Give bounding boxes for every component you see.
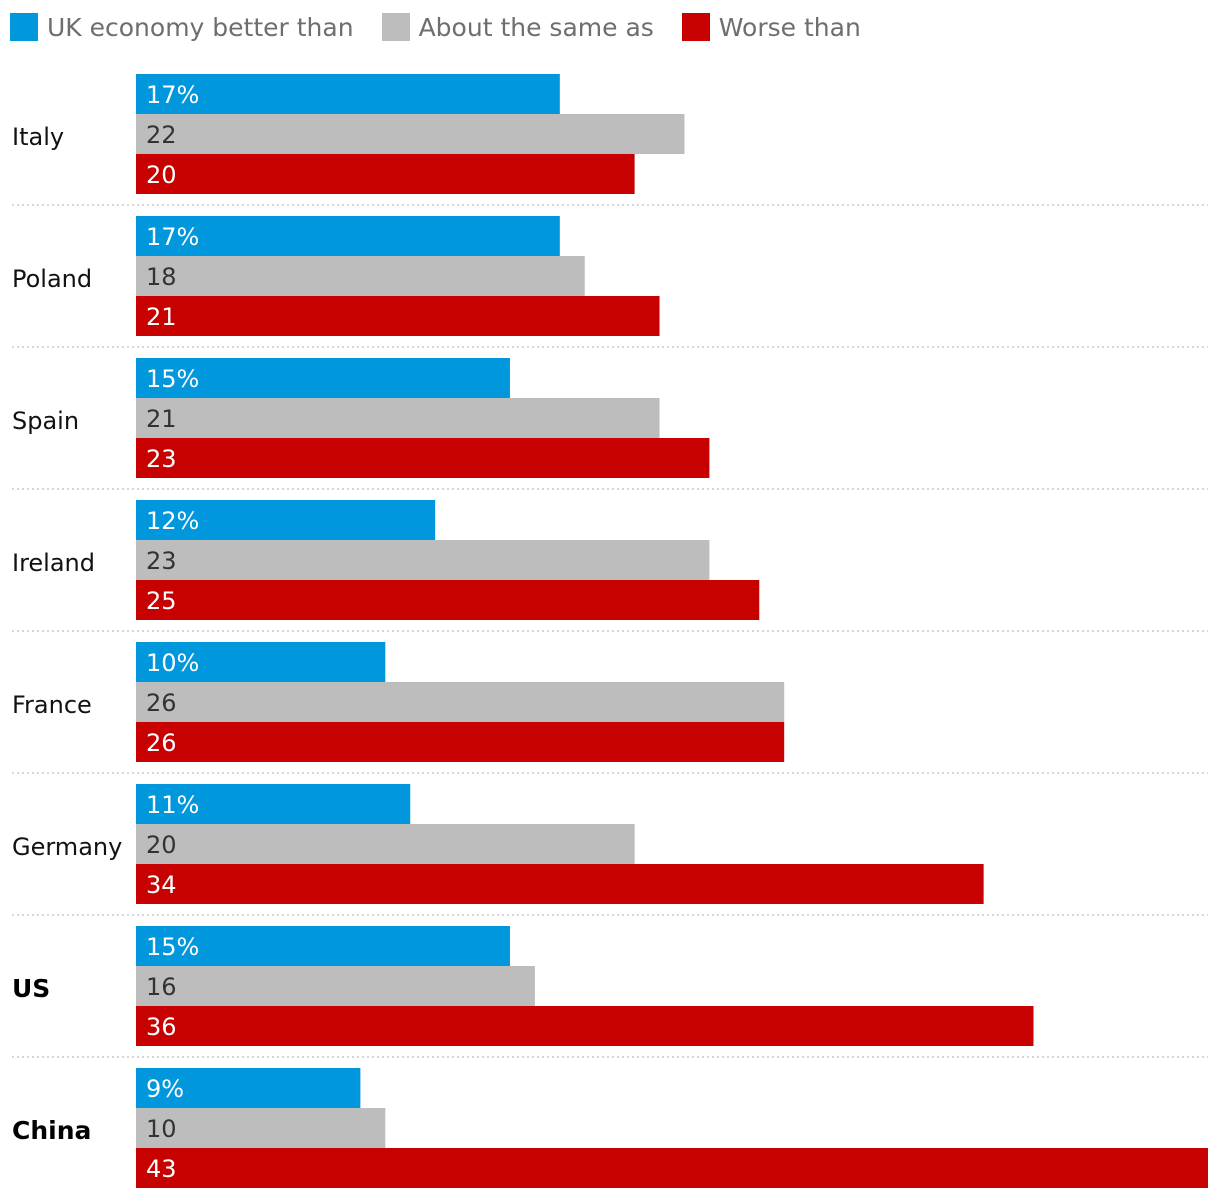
- category-label-france: France: [12, 691, 92, 719]
- bar-spain-series-0: [136, 358, 510, 398]
- legend-label-worse: Worse than: [718, 12, 861, 42]
- data-label-italy-series-1: 22: [146, 121, 177, 149]
- bar-spain-series-2: [136, 438, 710, 478]
- bar-germany-series-2: [136, 864, 984, 904]
- data-label-china-series-0: 9%: [146, 1075, 184, 1103]
- bar-france-series-2: [136, 722, 785, 762]
- data-label-spain-series-2: 23: [146, 445, 177, 473]
- bar-poland-series-2: [136, 296, 660, 336]
- data-label-us-series-0: 15%: [146, 933, 199, 961]
- category-label-china: China: [12, 1116, 91, 1145]
- legend-item-same: About the same as: [381, 12, 654, 42]
- data-label-ireland-series-1: 23: [146, 547, 177, 575]
- bar-poland-series-1: [136, 256, 585, 296]
- legend-label-better: UK economy better than: [47, 12, 354, 42]
- bar-china-series-2: [136, 1148, 1208, 1188]
- legend-swatch-same: [381, 13, 410, 41]
- legend-swatch-better: [10, 13, 38, 41]
- data-label-italy-series-2: 20: [146, 161, 177, 189]
- data-label-spain-series-1: 21: [146, 405, 177, 433]
- bar-us-series-0: [136, 926, 510, 966]
- category-label-italy: Italy: [12, 123, 64, 151]
- data-label-spain-series-0: 15%: [146, 365, 199, 393]
- data-label-ireland-series-2: 25: [146, 587, 177, 615]
- data-label-italy-series-0: 17%: [146, 81, 199, 109]
- bar-italy-series-0: [136, 74, 560, 114]
- data-label-us-series-1: 16: [146, 973, 177, 1001]
- legend-swatch-worse: [681, 13, 710, 41]
- data-label-ireland-series-0: 12%: [146, 507, 199, 535]
- chart-legend: UK economy better than About the same as…: [10, 10, 889, 44]
- data-label-germany-series-1: 20: [146, 831, 177, 859]
- bar-france-series-0: [136, 642, 386, 682]
- bar-spain-series-1: [136, 398, 660, 438]
- legend-item-better: UK economy better than: [10, 13, 354, 42]
- data-label-poland-series-0: 17%: [146, 223, 199, 251]
- bar-italy-series-1: [136, 114, 685, 154]
- data-label-france-series-0: 10%: [146, 649, 199, 677]
- category-label-poland: Poland: [12, 265, 92, 293]
- data-label-germany-series-2: 34: [146, 871, 177, 899]
- category-label-us: US: [12, 974, 50, 1003]
- bar-ireland-series-0: [136, 500, 436, 540]
- bar-france-series-1: [136, 682, 785, 722]
- legend-item-worse: Worse than: [681, 12, 861, 42]
- data-label-poland-series-1: 18: [146, 263, 177, 291]
- category-label-spain: Spain: [12, 407, 79, 435]
- bar-us-series-1: [136, 966, 535, 1006]
- data-label-china-series-2: 43: [146, 1155, 177, 1183]
- legend-label-same: About the same as: [418, 12, 654, 42]
- data-label-poland-series-2: 21: [146, 303, 177, 331]
- bar-ireland-series-2: [136, 580, 760, 620]
- category-label-ireland: Ireland: [12, 549, 95, 577]
- bar-italy-series-2: [136, 154, 635, 194]
- bar-germany-series-0: [136, 784, 411, 824]
- bar-china-series-0: [136, 1068, 361, 1108]
- bar-ireland-series-1: [136, 540, 710, 580]
- data-label-france-series-2: 26: [146, 729, 177, 757]
- data-label-us-series-2: 36: [146, 1013, 177, 1041]
- data-label-germany-series-0: 11%: [146, 791, 199, 819]
- data-label-france-series-1: 26: [146, 689, 177, 717]
- bar-germany-series-1: [136, 824, 635, 864]
- data-label-china-series-1: 10: [146, 1115, 177, 1143]
- bar-poland-series-0: [136, 216, 560, 256]
- bar-us-series-2: [136, 1006, 1034, 1046]
- category-label-germany: Germany: [12, 833, 122, 861]
- bar-china-series-1: [136, 1108, 386, 1148]
